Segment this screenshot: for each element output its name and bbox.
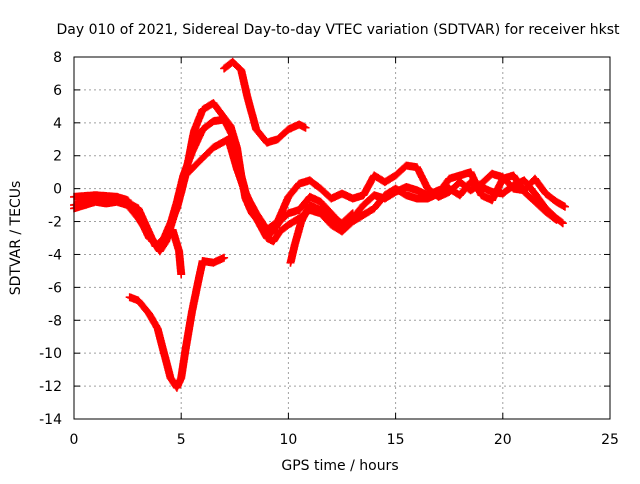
series-arc-6 [220,57,310,147]
ticks-layer: 0 5 10 15 20 25 -14 -12 -10 -8 -6 -4 -2 0 2 4 6 8 [39,50,619,448]
y-tick-label: -10 [39,346,62,362]
y-tick-label: -4 [48,247,62,263]
series-marker-path [168,225,186,279]
series-arc-4 [125,253,229,392]
x-tick-label: 25 [601,432,619,448]
y-tick-label: -8 [48,313,62,329]
x-tick-label: 10 [279,432,297,448]
y-tick-label: 8 [53,50,62,66]
y-tick-label: -2 [48,215,62,231]
y-tick-label: 0 [53,182,62,198]
y-tick-label: 4 [53,116,62,132]
plot-frame [73,56,611,420]
chart-title: Day 010 of 2021, Sidereal Day-to-day VTE… [57,22,620,38]
series-marker-path [220,57,310,147]
y-axis-label: SDTVAR / TECUs [8,181,24,296]
y-tick-label: -6 [48,280,62,296]
series-arc-7 [286,201,357,267]
y-tick-label: -14 [39,412,62,428]
y-tick-label: -12 [39,379,62,395]
x-tick-label: 5 [177,432,186,448]
x-tick-label: 15 [387,432,405,448]
x-tick-label: 20 [494,432,512,448]
series-marker-path [286,201,357,267]
series-marker-path [125,253,229,392]
series-arc-5 [168,225,186,279]
y-tick-label: 6 [53,83,62,99]
x-tick-label: 0 [70,432,79,448]
y-tick-label: 2 [53,149,62,165]
data-layer [70,57,569,392]
x-axis-label: GPS time / hours [281,458,398,474]
